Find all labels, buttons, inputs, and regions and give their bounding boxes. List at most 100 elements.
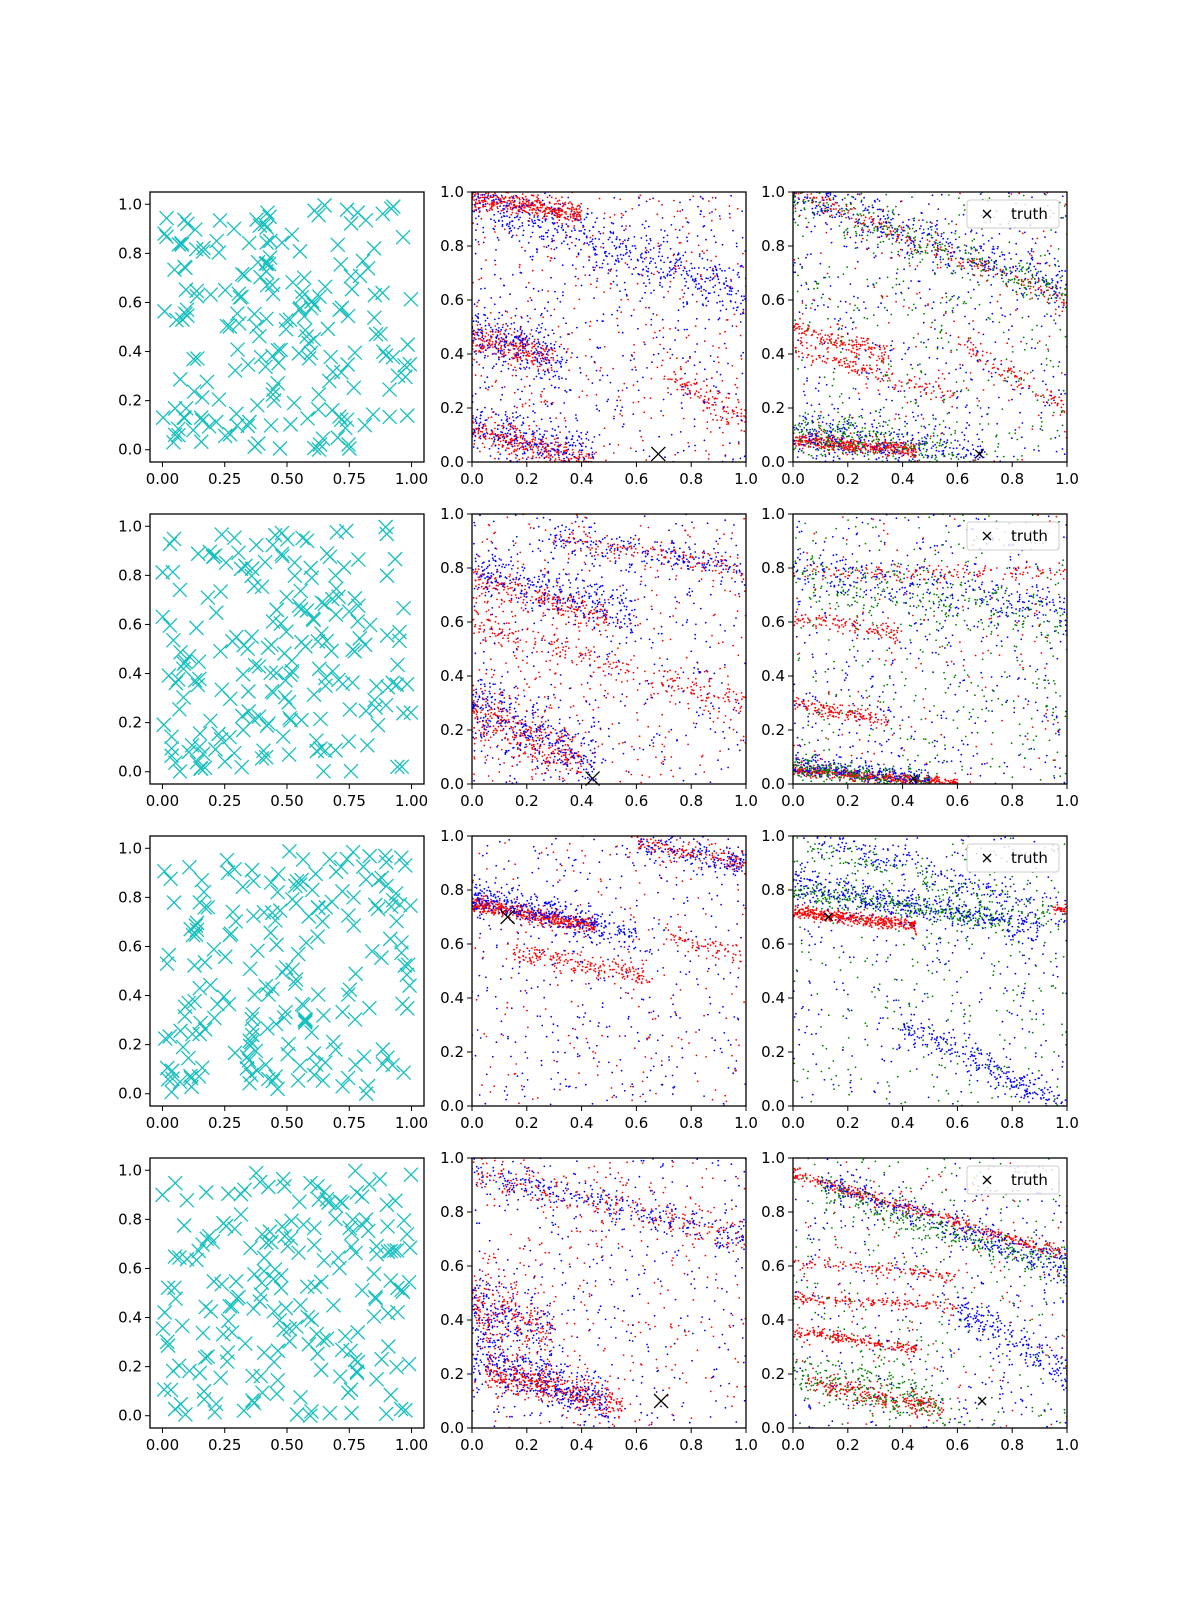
particle-point-blue xyxy=(599,232,602,235)
particle-point-blue xyxy=(694,351,696,353)
particle-point-blue xyxy=(500,328,503,331)
sample-marker xyxy=(304,293,320,309)
particle-point-green xyxy=(950,433,952,436)
particle-point-red xyxy=(539,357,542,360)
particle-point-blue xyxy=(590,240,593,243)
particle-point-red xyxy=(478,278,480,281)
particle-point-blue xyxy=(490,326,492,329)
particle-point-red xyxy=(804,436,806,439)
particle-point-green xyxy=(860,436,862,439)
particle-point-red xyxy=(822,446,825,448)
particle-point-red xyxy=(497,356,500,358)
particle-point-blue xyxy=(519,414,521,417)
particle-point-red xyxy=(523,438,526,440)
particle-point-blue xyxy=(479,414,482,417)
particle-point-red xyxy=(669,280,672,283)
particle-point-blue xyxy=(638,197,640,200)
particle-point-red xyxy=(529,445,532,448)
particle-point-green xyxy=(828,441,830,443)
particle-point-red xyxy=(510,195,513,198)
particle-point-blue xyxy=(659,281,661,284)
particle-point-blue xyxy=(871,423,873,426)
particle-point-green xyxy=(859,213,862,215)
particle-point-red xyxy=(1029,282,1032,285)
particle-point-red xyxy=(560,208,563,211)
particle-point-blue xyxy=(557,437,559,439)
particle-point-blue xyxy=(481,329,483,332)
particle-point-blue xyxy=(742,299,744,302)
particle-point-red xyxy=(501,446,504,448)
particle-point-blue xyxy=(714,265,716,267)
particle-point-blue xyxy=(914,419,917,422)
particle-point-blue xyxy=(484,324,487,327)
particle-point-red xyxy=(805,436,808,439)
particle-point-red xyxy=(654,331,656,334)
particle-point-red xyxy=(805,334,807,336)
sample-marker xyxy=(253,349,269,365)
particle-point-blue xyxy=(479,202,481,205)
particle-point-red xyxy=(658,200,660,203)
particle-point-red xyxy=(799,317,801,320)
particle-point-blue xyxy=(647,270,649,273)
particle-point-blue xyxy=(595,369,598,372)
particle-point-blue xyxy=(537,370,540,372)
particle-point-red xyxy=(963,267,966,270)
particle-point-green xyxy=(924,251,927,254)
particle-point-green xyxy=(1022,296,1025,299)
particle-point-blue xyxy=(680,261,683,263)
particle-point-red xyxy=(543,401,546,403)
particle-point-blue xyxy=(506,202,508,204)
particle-point-blue xyxy=(829,192,832,195)
particle-point-red xyxy=(558,199,561,202)
particle-point-red xyxy=(855,356,858,359)
sample-marker xyxy=(263,418,279,433)
particle-point-blue xyxy=(1039,270,1042,273)
particle-point-blue xyxy=(993,261,996,263)
particle-point-green xyxy=(894,231,897,234)
particle-point-red xyxy=(534,439,536,441)
particle-point-red xyxy=(950,257,953,260)
particle-point-blue xyxy=(524,445,527,448)
particle-point-green xyxy=(1024,286,1027,289)
particle-point-blue xyxy=(547,450,550,452)
particle-point-blue xyxy=(736,273,739,276)
particle-point-red xyxy=(568,207,571,210)
particle-point-green xyxy=(814,443,817,445)
sample-marker xyxy=(330,430,346,446)
particle-point-red xyxy=(523,442,525,444)
particle-point-blue xyxy=(719,309,722,312)
particle-point-red xyxy=(703,215,705,218)
particle-point-blue xyxy=(657,352,660,355)
particle-point-blue xyxy=(495,413,497,416)
particle-point-blue xyxy=(736,306,739,309)
particle-point-blue xyxy=(703,288,705,291)
particle-point-red xyxy=(567,207,569,210)
particle-point-blue xyxy=(715,386,717,388)
particle-point-red xyxy=(832,343,834,346)
particle-point-red xyxy=(960,265,963,267)
particle-point-blue xyxy=(501,393,504,396)
particle-point-blue xyxy=(724,269,726,272)
particle-point-green xyxy=(844,237,846,240)
particle-point-red xyxy=(621,414,623,417)
particle-point-blue xyxy=(812,437,815,440)
particle-point-red xyxy=(703,252,705,255)
particle-point-blue xyxy=(497,350,500,352)
particle-point-blue xyxy=(537,338,539,341)
particle-point-blue xyxy=(688,445,690,448)
particle-point-red xyxy=(735,406,738,409)
particle-point-blue xyxy=(637,389,640,392)
particle-point-green xyxy=(1044,284,1047,286)
particle-point-green xyxy=(886,233,889,236)
particle-point-red xyxy=(531,342,534,344)
particle-point-blue xyxy=(538,361,541,364)
particle-point-red xyxy=(794,436,797,439)
particle-point-blue xyxy=(658,435,660,438)
particle-point-red xyxy=(689,357,691,360)
particle-point-red xyxy=(538,353,541,355)
sample-marker xyxy=(330,237,346,253)
particle-point-blue xyxy=(511,220,514,223)
particle-point-red xyxy=(832,448,834,451)
particle-point-red xyxy=(621,389,624,392)
particle-point-blue xyxy=(712,272,715,275)
